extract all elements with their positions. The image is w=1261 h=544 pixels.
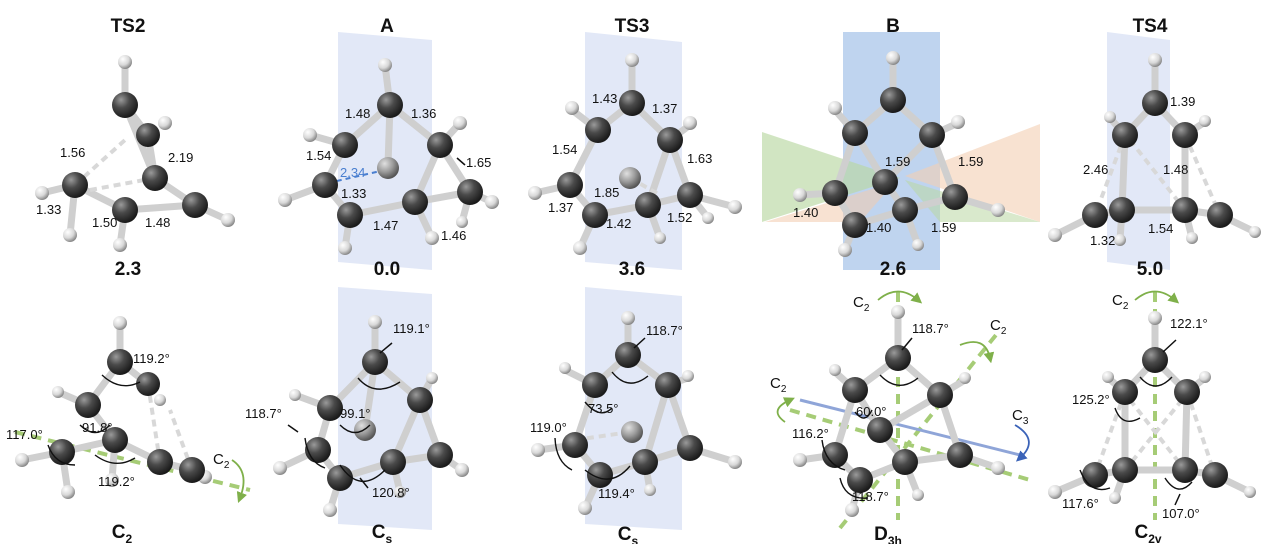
point-group-ts4: C2v — [1134, 522, 1161, 544]
angle-label: 119.2° — [98, 474, 135, 489]
molecule-b-bottom — [776, 290, 1031, 530]
angle-label: 118.7° — [912, 321, 949, 336]
point-groups: C2 Cs Cs D3h C2v — [112, 522, 1162, 544]
title-ts3: TS3 — [615, 16, 650, 37]
point-group-a: Cs — [372, 522, 393, 544]
axis-label-c3: C3 — [1012, 407, 1029, 427]
bond-labels-b: 1.59 1.59 1.40 1.40 1.59 — [793, 154, 983, 235]
angle-label: 116.2° — [792, 426, 829, 441]
angle-label: 119.1° — [393, 321, 430, 336]
angle-label: 122.1° — [1170, 316, 1208, 331]
bond-label: 1.48 — [1163, 162, 1188, 177]
angle-label: 117.0° — [6, 427, 43, 442]
point-group-ts2: C2 — [112, 522, 133, 544]
angle-label: 60.0° — [856, 404, 887, 419]
angle-label: 73.5° — [588, 401, 619, 416]
angle-label: 118.7° — [646, 323, 683, 338]
angle-labels-ts2: 119.2° 91.8° 117.0° 119.2° C2 — [6, 351, 230, 489]
energies: 2.3 0.0 3.6 2.6 5.0 — [115, 259, 1163, 280]
molecule-ts4-top — [1048, 53, 1261, 246]
symmetry-planes-B — [762, 32, 1040, 270]
bond-label: 1.37 — [652, 101, 677, 116]
angle-label: 117.6° — [1062, 496, 1099, 511]
axis-label-c2: C2 — [990, 317, 1007, 337]
bond-label: 1.32 — [1090, 233, 1115, 248]
bond-label: 1.59 — [931, 220, 956, 235]
bond-label: 1.59 — [885, 154, 910, 169]
bond-label: 1.63 — [687, 151, 712, 166]
bond-label: 1.33 — [36, 202, 61, 217]
bond-label: 1.42 — [606, 216, 631, 231]
angle-label: 119.4° — [598, 486, 635, 501]
angle-label: 91.8° — [82, 420, 113, 435]
angle-label: 125.2° — [1072, 392, 1110, 407]
title-ts2: TS2 — [111, 16, 146, 37]
point-group-ts3: Cs — [618, 524, 639, 544]
bond-label: 1.52 — [667, 210, 692, 225]
molecule-b-top — [793, 51, 1005, 257]
bond-label: 1.36 — [411, 106, 436, 121]
energy-a: 0.0 — [374, 259, 400, 280]
angle-label: 118.7° — [245, 406, 282, 421]
bond-label: 1.37 — [548, 200, 573, 215]
angle-label: 118.7° — [852, 489, 889, 504]
angle-label: 120.8° — [372, 485, 410, 500]
angle-label: 119.2° — [133, 351, 170, 366]
bond-label: 1.33 — [341, 186, 366, 201]
bond-label: 1.46 — [441, 228, 466, 243]
angle-labels-b: 118.7° 60.0° 116.2° 118.7° C2 C2 C2 C3 — [770, 294, 1029, 504]
bond-label: 1.39 — [1170, 94, 1195, 109]
bond-label-highlight: 2.34 — [340, 165, 365, 180]
energy-ts2: 2.3 — [115, 259, 141, 280]
angle-label: 107.0° — [1162, 506, 1200, 521]
bond-label: 2.19 — [168, 150, 193, 165]
panel-titles: TS2 A TS3 B TS4 — [111, 16, 1168, 37]
bond-labels-ts2: 1.56 2.19 1.33 1.50 1.48 — [36, 145, 193, 230]
bond-label: 1.50 — [92, 215, 117, 230]
molecule-ts3-bottom — [531, 311, 742, 515]
axis-label-c2: C2 — [853, 294, 870, 314]
title-ts4: TS4 — [1133, 16, 1168, 37]
bond-labels-a: 1.48 1.36 1.54 1.65 1.33 1.47 1.46 2.34 — [306, 106, 491, 243]
bond-label: 1.48 — [145, 215, 170, 230]
angle-labels-ts3: 118.7° 73.5° 119.0° 119.4° — [530, 323, 683, 501]
energy-ts4: 5.0 — [1137, 259, 1163, 280]
energy-b: 2.6 — [880, 259, 906, 280]
bond-label: 1.54 — [306, 148, 331, 163]
energy-ts3: 3.6 — [619, 259, 645, 280]
axis-label-c2: C2 — [213, 451, 230, 471]
angle-labels-a: 119.1° 118.7° 99.1° 120.8° — [245, 321, 430, 500]
title-a: A — [380, 16, 394, 37]
angle-label: 99.1° — [340, 406, 371, 421]
bond-label: 1.85 — [594, 185, 619, 200]
axis-label-c2: C2 — [1112, 292, 1129, 312]
bond-label: 1.65 — [466, 155, 491, 170]
molecule-a-top — [278, 58, 499, 255]
molecule-ts2-top — [35, 55, 235, 252]
bond-label: 1.48 — [345, 106, 370, 121]
bond-label: 1.40 — [793, 205, 818, 220]
bond-label: 1.40 — [866, 220, 891, 235]
bond-label: 1.43 — [592, 91, 617, 106]
bond-labels-ts4: 1.39 2.46 1.48 1.32 1.54 — [1083, 94, 1195, 248]
angle-label: 119.0° — [530, 420, 567, 435]
angle-labels-ts4: 122.1° 125.2° 117.6° 107.0° C2 — [1062, 292, 1208, 521]
molecule-a-bottom — [273, 315, 469, 517]
bond-label: 1.54 — [552, 142, 577, 157]
bond-label: 1.54 — [1148, 221, 1173, 236]
bond-label: 1.59 — [958, 154, 983, 169]
bond-label: 1.47 — [373, 218, 398, 233]
point-group-b: D3h — [874, 524, 902, 544]
bond-label: 2.46 — [1083, 162, 1108, 177]
bond-label: 1.56 — [60, 145, 85, 160]
bond-labels-ts3: 1.43 1.37 1.54 1.63 1.85 1.37 1.42 1.52 — [548, 91, 712, 231]
axis-label-c2: C2 — [770, 375, 787, 395]
molecule-ts2-bottom — [14, 316, 251, 504]
molecule-ts4-bottom — [1048, 290, 1256, 520]
molecule-ts3-top — [528, 53, 742, 255]
title-b: B — [886, 16, 900, 37]
